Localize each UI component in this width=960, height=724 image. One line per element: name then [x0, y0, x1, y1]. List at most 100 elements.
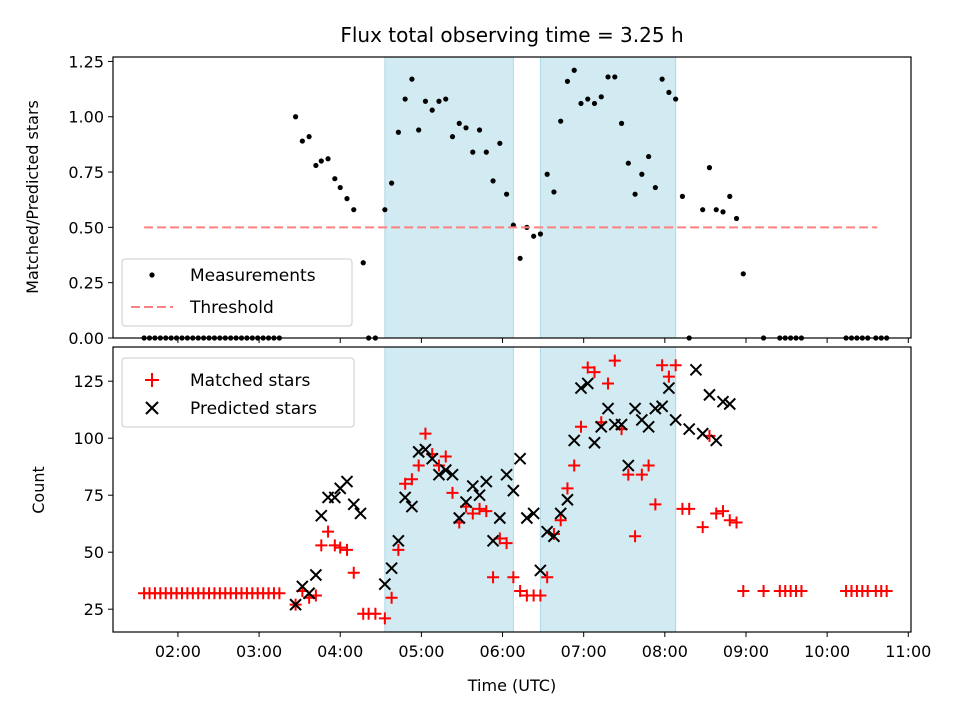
- predicted-stars-point-26: [480, 475, 493, 488]
- matched-stars-point-82: [669, 359, 682, 372]
- measurements-point-51: [463, 125, 469, 131]
- predicted-stars-point-21: [446, 468, 459, 481]
- matched-stars-point-70: [588, 366, 601, 379]
- measurements-point-26: [292, 114, 299, 120]
- night-shading-bottom: [384, 346, 677, 633]
- matched-stars-point-47: [432, 459, 445, 472]
- measurements-point-89: [727, 193, 733, 199]
- matched-stars-point-39: [378, 612, 391, 625]
- measurements-point-27: [299, 138, 305, 144]
- legend-box-top: [121, 258, 353, 327]
- legend-label-matched: Matched stars: [190, 371, 310, 391]
- predicted-stars-point-16: [412, 445, 425, 459]
- measurements-point-62: [537, 231, 544, 237]
- legend-bottom: Matched stars Predicted stars: [121, 357, 355, 428]
- measurements-point-71: [598, 94, 604, 100]
- top-ytick-label-4: 1.00: [68, 108, 104, 127]
- measurements-point-77: [639, 171, 645, 177]
- matched-stars-point-80: [656, 359, 669, 372]
- measurements-point-88: [720, 209, 726, 215]
- legend-marker-predicted: [145, 401, 159, 415]
- matched-stars-point-78: [642, 459, 655, 472]
- predicted-stars-point-14: [398, 491, 412, 504]
- measurements-point-63: [544, 171, 550, 177]
- bot-xtick-label-4: 06:00: [479, 642, 525, 661]
- predicted-stars-point-10: [354, 507, 367, 520]
- predicted-stars-point-33: [527, 507, 540, 520]
- measurements-point-72: [605, 74, 611, 80]
- measurements-point-57: [503, 191, 510, 197]
- top-ytick-label-2: 0.50: [68, 218, 104, 237]
- measurements-point-67: [571, 67, 577, 73]
- matched-stars-point-73: [608, 354, 621, 367]
- bot-shaded-interval-0: [384, 346, 514, 633]
- measurements-point-41: [395, 129, 401, 135]
- matched-stars-point-97: [795, 584, 808, 597]
- predicted-stars-point-4: [315, 509, 328, 522]
- x-ticks-top: [177, 338, 909, 343]
- top-ytick-label-5: 1.25: [68, 52, 104, 71]
- bot-xtick-label-9: 11:00: [885, 642, 931, 661]
- predicted-stars-point-58: [703, 388, 716, 402]
- matched-stars-point-44: [412, 459, 425, 472]
- matched-stars-point-43: [405, 473, 418, 486]
- measurements-point-83: [679, 193, 686, 199]
- matched-stars-point-30: [315, 539, 328, 552]
- measurements-point-29: [313, 162, 319, 169]
- matched-stars-point-38: [369, 607, 382, 620]
- measurements-point-33: [337, 184, 343, 191]
- predicted-stars-point-2: [302, 587, 316, 600]
- matched-stars-point-90: [730, 516, 743, 529]
- predicted-stars-point-61: [723, 397, 736, 411]
- predicted-stars-point-8: [340, 475, 354, 488]
- predicted-stars-point-42: [588, 436, 601, 449]
- predicted-stars-point-51: [649, 402, 662, 415]
- predicted-stars-point-38: [561, 493, 574, 506]
- measurements-point-55: [490, 178, 496, 184]
- measurements-point-65: [558, 118, 564, 124]
- matched-stars-point-81: [662, 370, 675, 383]
- bot-xtick-label-5: 07:00: [561, 642, 607, 661]
- measurements-point-39: [382, 207, 388, 213]
- predicted-stars-point-23: [459, 495, 473, 509]
- matched-stars-point-105: [880, 584, 893, 597]
- plot-frame-bottom: [112, 346, 912, 633]
- bot-ytick-label-4: 125: [73, 372, 104, 391]
- matched-stars-point-55: [487, 571, 500, 584]
- predicted-stars-point-53: [662, 381, 676, 395]
- predicted-stars-point-59: [710, 434, 723, 447]
- predicted-stars-point-54: [669, 413, 682, 427]
- predicted-stars-point-52: [655, 400, 669, 413]
- measurements-point-50: [456, 120, 462, 126]
- measurements-point-86: [706, 165, 713, 171]
- measurements-point-40: [389, 180, 395, 186]
- matched-stars-point-34: [340, 543, 353, 556]
- plot-frame-top: [112, 56, 912, 339]
- predicted-stars-point-22: [453, 511, 466, 525]
- measurements-point-85: [700, 207, 706, 213]
- predicted-stars-point-28: [493, 511, 507, 525]
- measurements-point-61: [531, 233, 537, 239]
- predicted-stars-point-32: [520, 511, 534, 525]
- bot-ytick-label-1: 50: [84, 543, 104, 562]
- predicted-stars-point-24: [466, 479, 479, 493]
- panel-count: 25 50 75 100 125 02:00 03:00 04:00 05:00 06:00 07…: [29, 346, 931, 695]
- predicted-stars-point-18: [425, 452, 439, 465]
- matched-stars-point-76: [629, 530, 642, 543]
- predicted-stars-point-17: [419, 443, 432, 456]
- top-shaded-interval-1: [539, 56, 677, 339]
- legend-label-threshold: Threshold: [189, 298, 274, 318]
- y-axis-label-top: Matched/Predicted stars: [23, 100, 42, 294]
- matched-stars-point-35: [347, 566, 360, 579]
- measurements-point-28: [306, 134, 312, 140]
- predicted-stars-point-6: [328, 491, 342, 504]
- predicted-stars-point-40: [574, 381, 588, 395]
- measurements-point-31: [325, 156, 331, 162]
- x-ticks-bottom: 02:00 03:00 04:00 05:00 06:00 07:00 08:00 09:00…: [155, 632, 931, 661]
- predicted-stars-point-31: [513, 452, 527, 465]
- matched-stars-point-66: [561, 482, 574, 495]
- measurements-point-43: [409, 76, 415, 82]
- measurements-point-34: [344, 196, 350, 202]
- measurements-point-36: [360, 260, 366, 266]
- matched-stars-point-75: [622, 468, 635, 481]
